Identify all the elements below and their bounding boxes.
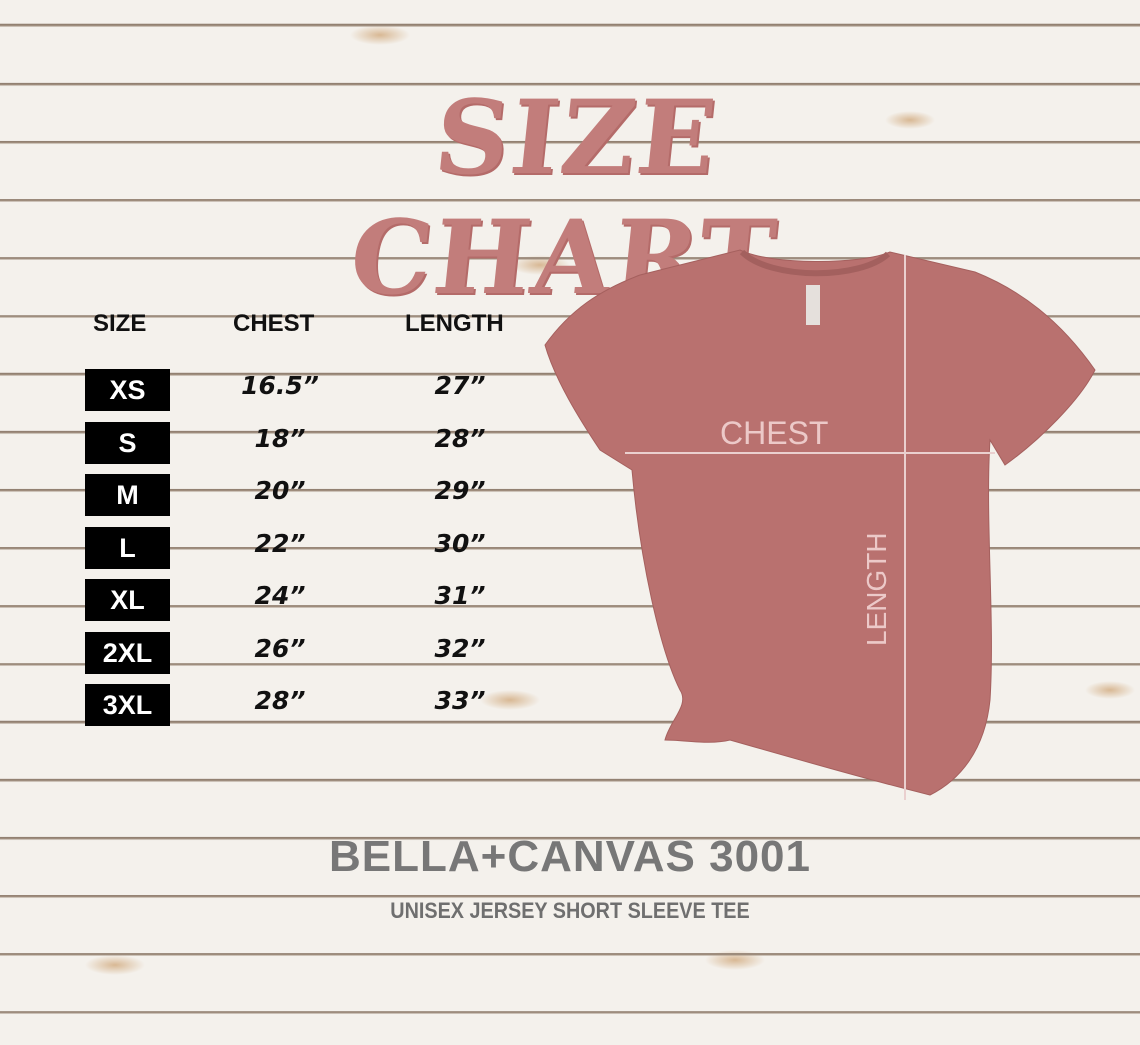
length-label: LENGTH [861, 532, 892, 646]
header-length: LENGTH [405, 310, 504, 337]
chest-label: CHEST [720, 415, 829, 451]
chest-value: 16.5” [241, 371, 319, 400]
size-badge: 2XL [85, 631, 170, 674]
length-value: 28” [434, 423, 486, 453]
length-value: 27” [434, 371, 486, 400]
chest-value: 20” [254, 476, 306, 505]
product-subtitle: UNISEX JERSEY SHORT SLEEVE TEE [390, 898, 750, 923]
chest-value: 28” [254, 686, 306, 715]
header-chest: CHEST [233, 310, 315, 337]
chest-value: 22” [254, 528, 306, 558]
tag-label [806, 285, 820, 325]
size-badge: XS [85, 369, 170, 411]
size-badge: M [85, 474, 170, 516]
size-badge: L [85, 526, 170, 569]
brand-name: BELLA+CANVAS 3001 [329, 832, 811, 881]
length-value: 30” [434, 528, 486, 558]
chest-value: 24” [254, 581, 306, 610]
length-value: 29” [434, 476, 486, 505]
tshirt-shape [544, 249, 1096, 796]
chest-value: 26” [254, 633, 306, 663]
length-value: 32” [434, 633, 486, 663]
length-value: 31” [434, 581, 486, 610]
chest-value: 18” [254, 423, 306, 453]
header-size: SIZE [93, 310, 147, 337]
size-badge: XL [85, 579, 170, 621]
size-badge: 3XL [85, 684, 170, 726]
size-badge: S [85, 421, 170, 464]
length-value: 33” [434, 686, 486, 715]
